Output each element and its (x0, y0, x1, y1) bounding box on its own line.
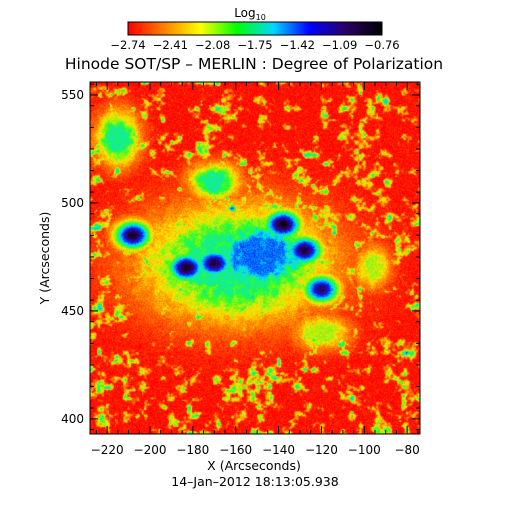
x-tick-label: −80 (394, 443, 419, 457)
x-tick-label: −140 (262, 443, 295, 457)
colorbar: Log10 −2.74 −2.41 −2.08 −1.75 −1.42 −1.09 −0.7… (110, 6, 399, 52)
y-tick-label: 400 (61, 412, 84, 426)
heatmap-image (90, 82, 420, 434)
colorbar-gradient (127, 21, 383, 36)
colorbar-tick-label: −1.75 (237, 38, 272, 52)
chart-title: Hinode SOT/SP – MERLIN : Degree of Polar… (65, 55, 443, 73)
y-tick-label: 450 (61, 304, 84, 318)
x-tick-label: −160 (219, 443, 252, 457)
plot-area (89, 81, 421, 435)
colorbar-tick-label: −1.42 (280, 38, 315, 52)
x-tick-label: −120 (305, 443, 338, 457)
colorbar-label: Log10 (234, 6, 266, 22)
colorbar-tick-label: −2.74 (110, 38, 145, 52)
x-tick-label: −180 (176, 443, 209, 457)
colorbar-tick-label: −0.76 (364, 38, 399, 52)
axis-ticks: −220 −200 −180 −160 −140 −120 −100 −80 400 450 500… (61, 82, 420, 457)
plot-frame (89, 81, 421, 435)
y-tick-label: 550 (61, 88, 84, 102)
colorbar-tick-label: −1.09 (322, 38, 357, 52)
x-axis-label: X (Arcseconds) (207, 458, 301, 473)
y-axis-label: Y (Arcseconds) (37, 212, 52, 306)
x-tick-label: −200 (134, 443, 167, 457)
x-tick-label: −100 (348, 443, 381, 457)
colorbar-tick-label: −2.08 (195, 38, 230, 52)
x-tick-label: −220 (91, 443, 124, 457)
colorbar-tick-label: −2.41 (153, 38, 188, 52)
timestamp: 14–Jan–2012 18:13:05.938 (171, 474, 338, 489)
y-tick-label: 500 (61, 196, 84, 210)
